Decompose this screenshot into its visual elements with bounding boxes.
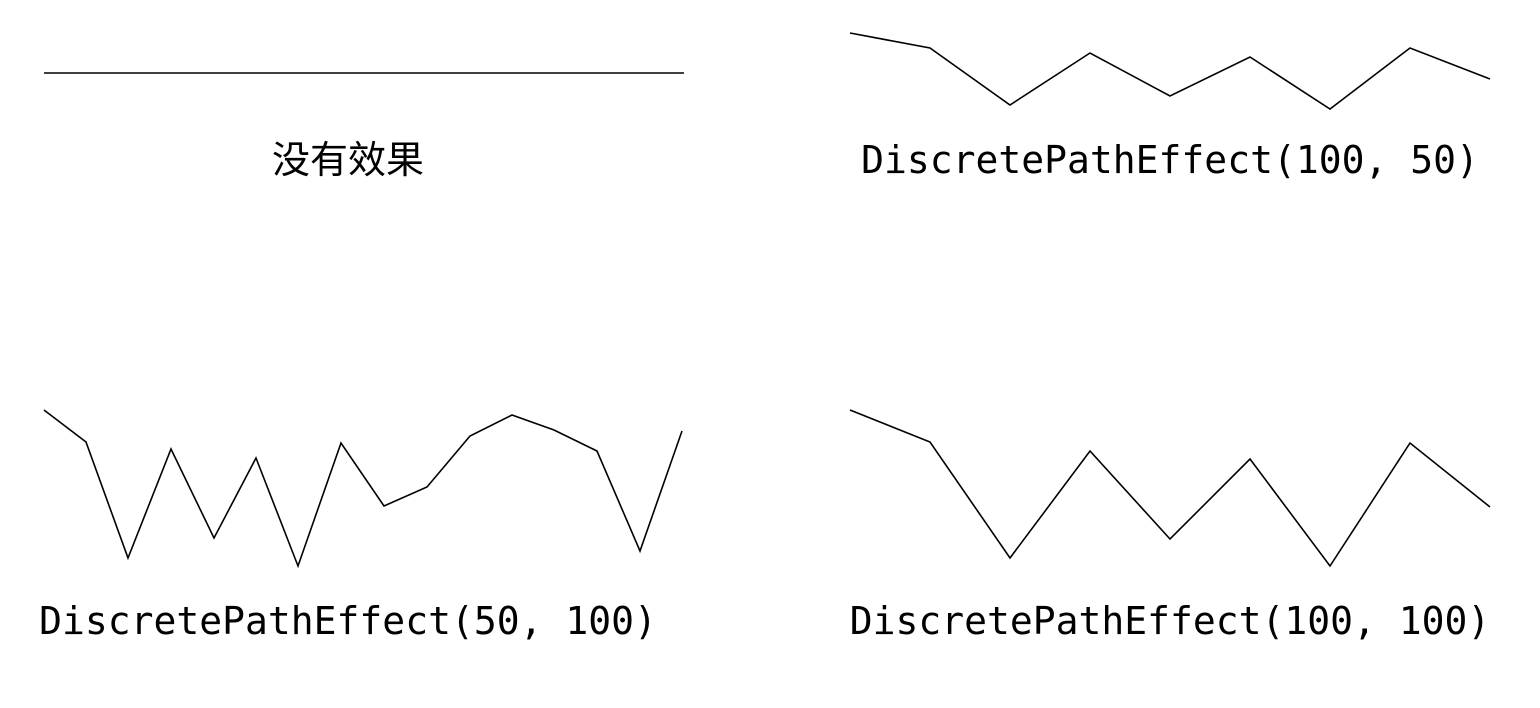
panel-discrete-50-100: DiscretePathEffect(50, 100) xyxy=(39,409,683,643)
caption-discrete-50-100: DiscretePathEffect(50, 100) xyxy=(39,599,657,643)
caption-discrete-100-50: DiscretePathEffect(100, 50) xyxy=(861,138,1479,182)
panel-discrete-100-100: DiscretePathEffect(100, 100) xyxy=(849,409,1491,643)
discrete-path-100-100 xyxy=(849,409,1491,568)
caption-discrete-100-100: DiscretePathEffect(100, 100) xyxy=(850,599,1491,643)
panel-no-effect: 没有效果 xyxy=(44,72,684,182)
discrete-path-100-50 xyxy=(849,32,1491,110)
panel-discrete-100-50: DiscretePathEffect(100, 50) xyxy=(849,32,1491,182)
caption-no-effect: 没有效果 xyxy=(272,138,424,182)
discrete-path-50-100 xyxy=(43,409,683,569)
